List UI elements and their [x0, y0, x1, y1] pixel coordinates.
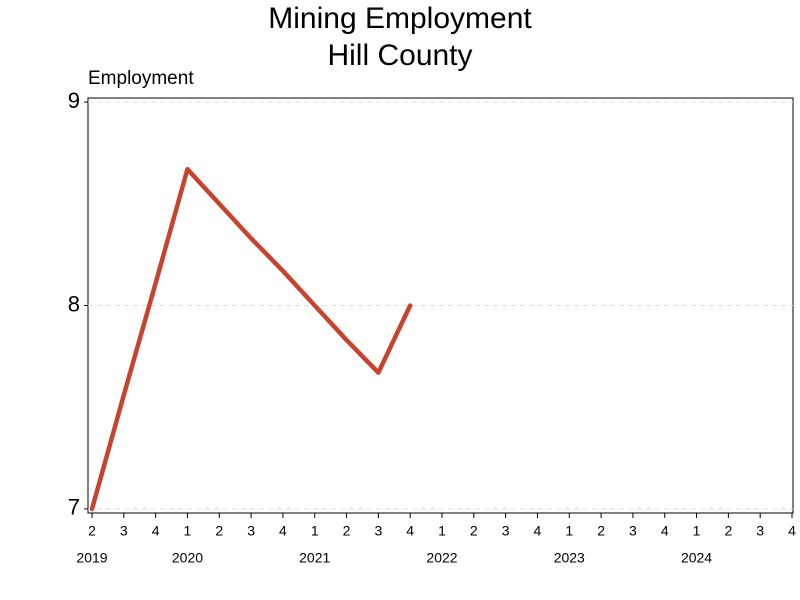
x-tick-label: 2: [88, 523, 96, 539]
y-tick-label: 7: [68, 495, 80, 520]
x-tick-label: 4: [788, 523, 796, 539]
x-tick-label: 4: [152, 523, 160, 539]
year-label: 2023: [554, 550, 585, 566]
x-tick-label: 2: [724, 523, 732, 539]
x-tick-label: 3: [120, 523, 128, 539]
x-tick-label: 3: [247, 523, 255, 539]
x-tick-label: 4: [661, 523, 669, 539]
x-tick-label: 2: [215, 523, 223, 539]
x-tick-label: 3: [756, 523, 764, 539]
year-label: 2021: [299, 550, 330, 566]
line-series: [89, 166, 413, 512]
x-tick-label: 1: [438, 523, 446, 539]
x-tick-label: 1: [693, 523, 701, 539]
year-label: 2024: [681, 550, 712, 566]
x-tick-label: 2: [470, 523, 478, 539]
x-tick-label: 1: [311, 523, 319, 539]
chart-subtitle: Hill County: [327, 39, 472, 72]
y-tick-label: 9: [68, 88, 80, 113]
year-label: 2019: [76, 550, 107, 566]
x-tick-label: 4: [534, 523, 542, 539]
year-label: 2022: [426, 550, 457, 566]
x-tick-label: 4: [279, 523, 287, 539]
x-tick-label: 2: [343, 523, 351, 539]
x-tick-label: 4: [406, 523, 414, 539]
x-tick-label: 2: [597, 523, 605, 539]
x-tick-label: 3: [374, 523, 382, 539]
y-axis-label: Employment: [88, 68, 194, 89]
x-tick-label: 3: [502, 523, 510, 539]
x-tick-label: 1: [565, 523, 573, 539]
x-tick-label: 3: [629, 523, 637, 539]
y-tick-label: 8: [68, 291, 80, 316]
year-label: 2020: [172, 550, 203, 566]
x-tick-label: 1: [184, 523, 192, 539]
chart-title: Mining Employment: [268, 2, 532, 35]
